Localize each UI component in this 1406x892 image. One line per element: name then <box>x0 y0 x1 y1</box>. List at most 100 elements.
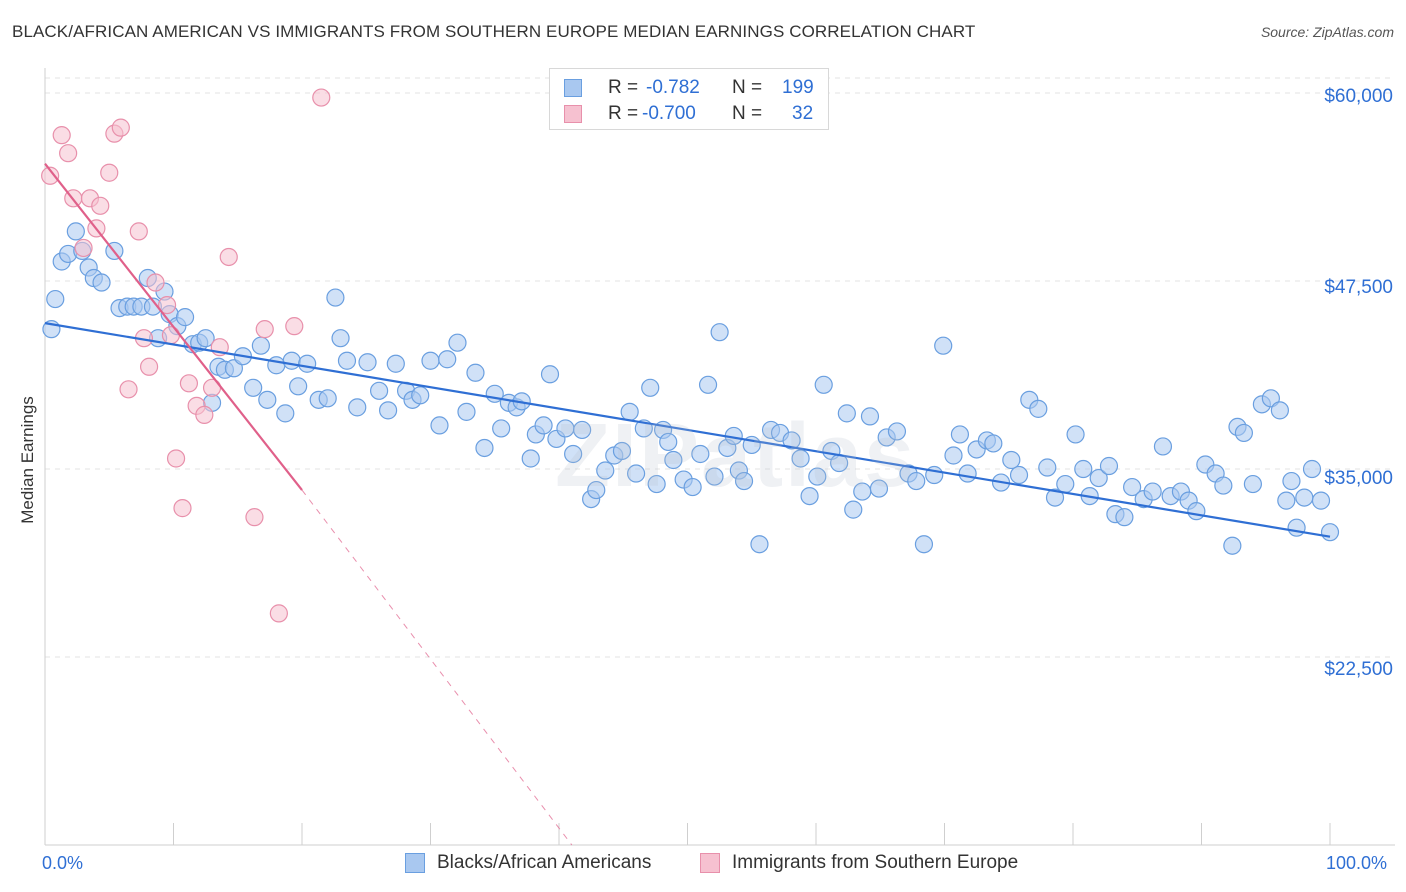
data-point-blacks <box>66 222 85 241</box>
data-point-southern-europe <box>139 357 159 376</box>
data-point-blacks <box>1311 491 1331 510</box>
data-point-southern-europe <box>285 317 304 336</box>
bottom-legend-swatch-pink <box>700 853 720 873</box>
data-point-blacks <box>782 431 801 450</box>
chart-title: BLACK/AFRICAN AMERICAN VS IMMIGRANTS FRO… <box>12 22 976 41</box>
data-point-blacks <box>587 480 606 500</box>
data-point-blacks <box>837 404 856 423</box>
trend-line-southern-europe-extension <box>301 489 573 846</box>
data-point-southern-europe <box>173 499 192 518</box>
y-axis-label: Median Earnings <box>18 396 37 524</box>
data-point-blacks <box>386 354 405 373</box>
data-point-southern-europe <box>52 126 71 145</box>
data-point-blacks <box>612 441 632 461</box>
data-point-blacks <box>814 375 833 394</box>
data-point-blacks <box>276 404 295 423</box>
data-point-blacks <box>378 401 398 420</box>
grid-lines <box>45 77 1395 658</box>
data-point-blacks <box>251 336 270 355</box>
data-point-blacks <box>750 535 769 554</box>
data-point-southern-europe <box>195 405 214 424</box>
y-tick-label: $22,500 <box>1324 659 1393 680</box>
data-point-blacks <box>92 273 111 292</box>
data-point-southern-europe <box>161 326 181 345</box>
data-point-blacks <box>331 329 350 348</box>
data-point-blacks <box>475 438 494 458</box>
data-point-blacks <box>521 449 540 468</box>
data-point-blacks <box>457 402 476 421</box>
data-point-blacks <box>1029 399 1048 418</box>
data-point-blacks <box>907 471 926 491</box>
data-point-blacks <box>1123 477 1142 497</box>
data-point-blacks <box>46 289 65 309</box>
data-point-blacks <box>1243 474 1263 494</box>
legend-n-label: N = <box>732 77 763 98</box>
data-point-blacks <box>540 365 560 384</box>
data-point-blacks <box>348 398 367 417</box>
data-point-blacks <box>430 416 449 435</box>
data-point-blacks <box>370 381 389 400</box>
y-tick-label: $35,000 <box>1324 468 1393 489</box>
trend-line-blacks <box>44 322 1331 538</box>
data-point-blacks <box>698 375 718 394</box>
data-point-blacks <box>573 420 592 440</box>
x-tick-label-max: 100.0% <box>1326 853 1388 873</box>
data-point-blacks <box>705 467 724 486</box>
legend-n-value: 32 <box>792 103 814 124</box>
data-point-blacks <box>258 390 277 409</box>
data-point-blacks <box>734 471 754 491</box>
data-point-blacks <box>534 416 553 435</box>
data-point-southern-europe <box>179 374 199 393</box>
data-point-southern-europe <box>74 238 93 258</box>
data-point-blacks <box>289 377 308 396</box>
data-point-southern-europe <box>100 163 119 182</box>
data-point-blacks <box>800 486 819 506</box>
data-point-blacks <box>175 308 195 327</box>
data-point-blacks <box>641 378 660 397</box>
legend-swatch-pink <box>564 105 582 123</box>
data-point-blacks <box>438 350 457 369</box>
data-point-blacks <box>1287 518 1306 537</box>
legend-n-value: 199 <box>782 77 814 98</box>
y-tick-label: $47,500 <box>1324 277 1393 298</box>
data-point-southern-europe <box>41 166 60 185</box>
data-point-blacks <box>448 333 467 352</box>
data-point-southern-europe <box>255 320 274 339</box>
data-point-blacks <box>1302 459 1322 479</box>
trend-lines <box>44 163 1331 846</box>
chart-source: Source: ZipAtlas.com <box>1260 24 1394 40</box>
data-point-blacks <box>421 351 440 370</box>
data-point-blacks <box>1038 458 1057 477</box>
data-point-blacks <box>1277 491 1296 510</box>
data-point-southern-europe <box>219 247 238 267</box>
data-point-blacks <box>358 353 377 372</box>
data-point-blacks <box>934 336 953 355</box>
data-point-blacks <box>1115 508 1134 527</box>
data-point-southern-europe <box>166 449 186 468</box>
legend-r-value: -0.782 <box>646 77 700 98</box>
bottom-legend-label: Blacks/African Americans <box>437 852 652 873</box>
data-point-southern-europe <box>111 118 130 137</box>
data-point-blacks <box>1066 425 1085 444</box>
data-point-blacks <box>1153 437 1173 456</box>
data-point-blacks <box>1223 536 1242 555</box>
data-point-blacks <box>944 446 963 465</box>
data-point-southern-europe <box>91 196 110 215</box>
data-point-blacks <box>1261 389 1280 408</box>
data-point-blacks <box>1320 523 1340 542</box>
data-point-southern-europe <box>269 604 288 623</box>
data-point-blacks <box>914 535 934 554</box>
data-point-blacks <box>887 422 907 441</box>
data-point-southern-europe <box>129 222 148 241</box>
data-point-blacks <box>860 407 880 426</box>
data-point-blacks <box>337 351 357 370</box>
legend-r-label: R = <box>608 103 639 124</box>
data-point-blacks <box>984 434 1003 453</box>
trend-line-southern-europe <box>44 163 303 491</box>
data-point-blacks <box>596 461 615 480</box>
legend-r-value: -0.700 <box>642 103 696 124</box>
data-point-blacks <box>1295 488 1314 507</box>
data-point-blacks <box>659 432 678 452</box>
data-point-blacks <box>647 474 666 494</box>
data-point-blacks <box>224 359 243 378</box>
